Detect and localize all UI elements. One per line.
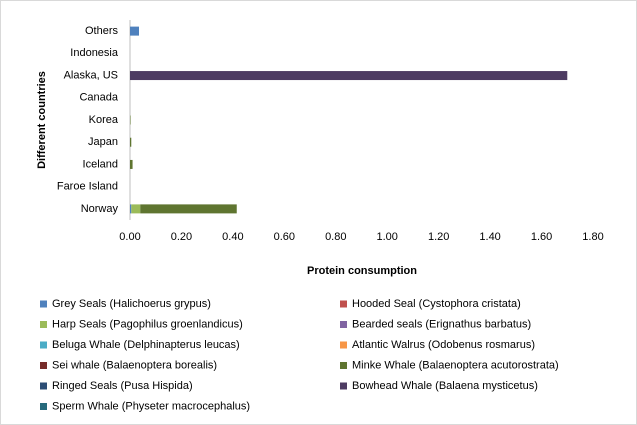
legend-label: Sperm Whale (Physeter macrocephalus) (52, 400, 250, 412)
legend-swatch (340, 341, 347, 349)
legend-label: Minke Whale (Balaenoptera acutorostrata) (352, 359, 559, 371)
x-tick-label: 1.60 (531, 231, 552, 243)
legend-label: Grey Seals (Halichoerus grypus) (52, 298, 211, 310)
legend-label: Sei whale (Balaenoptera borealis) (52, 359, 217, 371)
legend-label: Hooded Seal (Cystophora cristata) (352, 298, 521, 310)
legend-swatch (40, 382, 47, 390)
x-tick-label: 0.40 (222, 231, 243, 243)
legend-label: Harp Seals (Pagophilus groenlandicus) (52, 318, 243, 330)
x-tick-label: 0.60 (274, 231, 295, 243)
y-tick-label: Japan (88, 136, 118, 148)
y-tick-label: Others (85, 25, 119, 37)
bar-segment (140, 204, 237, 214)
y-tick-label: Iceland (83, 158, 118, 170)
y-tick-label: Norway (81, 203, 119, 215)
x-tick-label: 0.20 (171, 231, 192, 243)
legend-label: Ringed Seals (Pusa Hispida) (52, 380, 193, 392)
legend-label: Bearded seals (Erignathus barbatus) (352, 318, 531, 330)
y-axis-title: Different countries (36, 71, 48, 169)
x-tick-label: 1.80 (582, 231, 603, 243)
legend-swatch (340, 321, 347, 328)
legend-label: Atlantic Walrus (Odobenus rosmarus) (352, 339, 535, 351)
legend-swatch (340, 300, 347, 308)
y-tick-label: Korea (89, 114, 119, 126)
legend-swatch (40, 300, 47, 308)
legend-swatch (40, 403, 47, 410)
y-tick-label: Indonesia (70, 47, 119, 59)
y-tick-label: Alaska, US (64, 69, 118, 81)
legend-label: Beluga Whale (Delphinapterus leucas) (52, 339, 240, 351)
bar-segment (130, 115, 131, 125)
x-tick-label: 1.20 (428, 231, 449, 243)
x-tick-label: 1.00 (377, 231, 398, 243)
legend-swatch (40, 341, 47, 349)
x-tick-label: 1.40 (479, 231, 500, 243)
bar-segment (130, 159, 133, 169)
bar-segment (130, 71, 568, 81)
legend-swatch (340, 362, 347, 369)
legend-swatch (340, 382, 347, 390)
y-tick-label: Faroe Island (57, 181, 118, 193)
x-tick-label: 0.00 (119, 231, 140, 243)
legend-swatch (40, 321, 47, 328)
bar-segment (130, 204, 132, 214)
legend-label: Bowhead Whale (Balaena mysticetus) (352, 380, 538, 392)
x-tick-label: 0.80 (325, 231, 346, 243)
x-axis-title: Protein consumption (307, 265, 417, 277)
bar-segment (131, 204, 141, 214)
bar-segment (130, 26, 140, 36)
legend-swatch (40, 362, 47, 369)
bar-segment (130, 137, 132, 147)
y-tick-label: Canada (79, 92, 118, 104)
